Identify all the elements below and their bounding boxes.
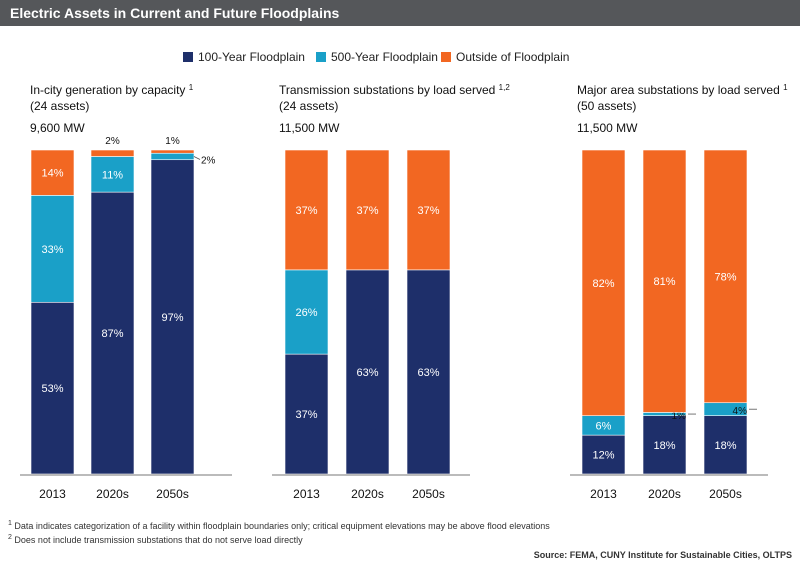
legend-swatch-outside <box>441 52 451 62</box>
panel-2-title-block: Transmission substations by load served … <box>279 83 510 114</box>
chart-3-xtick-2013: 2013 <box>590 487 617 501</box>
footnote-1: 1 Data indicates categorization of a fac… <box>8 520 550 531</box>
chart-1-bar-2013-series-3 <box>30 149 75 196</box>
chart-1-label-2020s-series-1: 87% <box>101 328 123 340</box>
chart-2-label-2013-series-2: 26% <box>295 307 317 319</box>
chart-3-label-2013-series-2: 6% <box>596 420 612 432</box>
panel-1-title-block: In-city generation by capacity 1 (24 ass… <box>30 83 193 114</box>
chart-2-bar-2013-series-1 <box>284 353 329 475</box>
footnote-2-text: Does not include transmission substation… <box>14 535 303 545</box>
footnote-1-text: Data indicates categorization of a facil… <box>14 521 550 531</box>
chart-3-bar-2050s-series-1 <box>703 415 748 475</box>
chart-1-label-2013-series-2: 33% <box>41 244 63 256</box>
chart-1-bar-2050s-series-3 <box>150 149 195 154</box>
chart-2-xtick-2020s: 2020s <box>351 487 384 501</box>
chart-3-bar-2013-series-3 <box>581 149 626 416</box>
chart-2-xtick-2050s: 2050s <box>412 487 445 501</box>
chart-2-label-2050s-series-3: 37% <box>417 205 439 217</box>
panel-2-subtitle: (24 assets) <box>279 99 339 113</box>
chart-1-xtick-2013: 2013 <box>39 487 66 501</box>
chart-3-label-2050s-series-1: 18% <box>714 440 736 452</box>
legend-swatch-100-year <box>183 52 193 62</box>
chart-2-bar-2050s-series-3 <box>406 149 451 271</box>
panel-1-subtitle: (24 assets) <box>30 99 90 113</box>
chart-2-bar-2013-series-3 <box>284 149 329 271</box>
chart-2-xtick-2013: 2013 <box>293 487 320 501</box>
chart-1-label-2050s-series-2: 2% <box>201 155 216 166</box>
chart-1-leader-2050s-series-2 <box>193 156 201 160</box>
chart-3-xtick-2020s: 2020s <box>648 487 681 501</box>
chart-3-bar-2013-series-1 <box>581 434 626 475</box>
chart-3-label-2013-series-1: 12% <box>592 450 614 462</box>
panel-1-capacity: 9,600 MW <box>30 121 85 135</box>
chart-3-bar-2020s-series-1 <box>642 415 687 475</box>
chart-2-bar-2020s-series-1 <box>345 269 390 475</box>
chart-2-bar-2013-series-2 <box>284 269 329 355</box>
panel-3-subtitle: (50 assets) <box>577 99 637 113</box>
panel-3-title: Major area substations by load served <box>577 83 780 97</box>
chart-1-label-2050s-series-1: 97% <box>161 312 183 324</box>
chart-1-label-2020s-series-2: 11% <box>102 169 123 181</box>
panel-1-title: In-city generation by capacity <box>30 83 186 97</box>
chart-1-label-2050s-series-3: 1% <box>165 136 180 147</box>
chart-1-xtick-2050s: 2050s <box>156 487 189 501</box>
legend-label-500-year: 500-Year Floodplain <box>331 50 438 64</box>
legend-label-100-year: 100-Year Floodplain <box>198 50 305 64</box>
chart-3-label-2020s-series-2: 1% <box>672 411 687 422</box>
chart-1-bar-2020s-series-3 <box>90 149 135 157</box>
chart-3-xtick-2050s: 2050s <box>709 487 742 501</box>
chart-1-xtick-2020s: 2020s <box>96 487 129 501</box>
legend: 100-Year Floodplain 500-Year Floodplain … <box>0 50 800 66</box>
chart-3-label-2020s-series-1: 18% <box>653 440 675 452</box>
chart-3-label-2050s-series-2: 4% <box>733 406 748 417</box>
panel-3-title-block: Major area substations by load served 1 … <box>577 83 788 114</box>
chart-1-label-2013-series-3: 14% <box>41 168 63 180</box>
page-title: Electric Assets in Current and Future Fl… <box>10 5 340 21</box>
chart-1-bar-2050s-series-1 <box>150 159 195 475</box>
chart-1-bar-2020s-series-1 <box>90 191 135 475</box>
footnote-2: 2 Does not include transmission substati… <box>8 534 303 545</box>
chart-2-bar-2050s-series-1 <box>406 269 451 475</box>
chart-3-label-2013-series-3: 82% <box>592 278 614 290</box>
chart-1-bar-2013-series-2 <box>30 195 75 303</box>
chart-3-label-2020s-series-3: 81% <box>653 276 675 288</box>
source-note: Source: FEMA, CUNY Institute for Sustain… <box>533 550 792 560</box>
chart-2-bar-2020s-series-3 <box>345 149 390 271</box>
panel-3-title-footnote-mark: 1 <box>783 83 788 92</box>
panel-3-capacity: 11,500 MW <box>577 121 638 135</box>
chart-3-bar-2020s-series-3 <box>642 149 687 413</box>
chart-1-bar-2050s-series-2 <box>150 152 195 161</box>
panel-2-capacity: 11,500 MW <box>279 121 340 135</box>
footnote-1-mark: 1 <box>8 520 12 527</box>
panel-2-title: Transmission substations by load served <box>279 83 496 97</box>
panel-1-title-footnote-mark: 1 <box>188 83 194 92</box>
header-bar: Electric Assets in Current and Future Fl… <box>0 0 800 26</box>
chart-2-label-2013-series-1: 37% <box>295 409 317 421</box>
chart-1-label-2013-series-1: 53% <box>41 383 63 395</box>
chart-2-label-2050s-series-1: 63% <box>417 367 439 379</box>
chart-1-bar-2020s-series-2 <box>90 156 135 193</box>
footnote-2-mark: 2 <box>8 534 12 541</box>
legend-label-outside: Outside of Floodplain <box>456 50 570 64</box>
chart-2-label-2013-series-3: 37% <box>295 205 317 217</box>
chart-3-bar-2050s-series-3 <box>703 149 748 404</box>
chart-2-label-2020s-series-1: 63% <box>356 367 378 379</box>
chart-3-label-2050s-series-3: 78% <box>714 271 736 283</box>
panel-2-title-footnote-mark: 1,2 <box>498 83 510 92</box>
legend-swatch-500-year <box>316 52 326 62</box>
chart-1-label-2020s-series-3: 2% <box>105 136 120 147</box>
chart-2-label-2020s-series-3: 37% <box>356 205 378 217</box>
